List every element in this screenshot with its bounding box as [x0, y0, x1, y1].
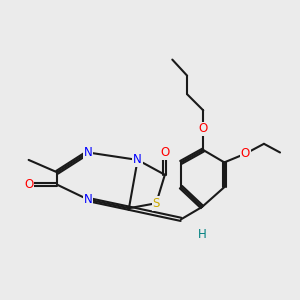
Text: O: O	[160, 146, 170, 159]
Text: O: O	[199, 122, 208, 135]
Text: O: O	[24, 178, 33, 191]
Text: N: N	[84, 146, 92, 159]
Text: N: N	[84, 193, 92, 206]
Text: H: H	[198, 228, 206, 241]
Text: O: O	[241, 147, 250, 160]
Text: N: N	[133, 153, 142, 167]
Text: S: S	[152, 197, 160, 210]
